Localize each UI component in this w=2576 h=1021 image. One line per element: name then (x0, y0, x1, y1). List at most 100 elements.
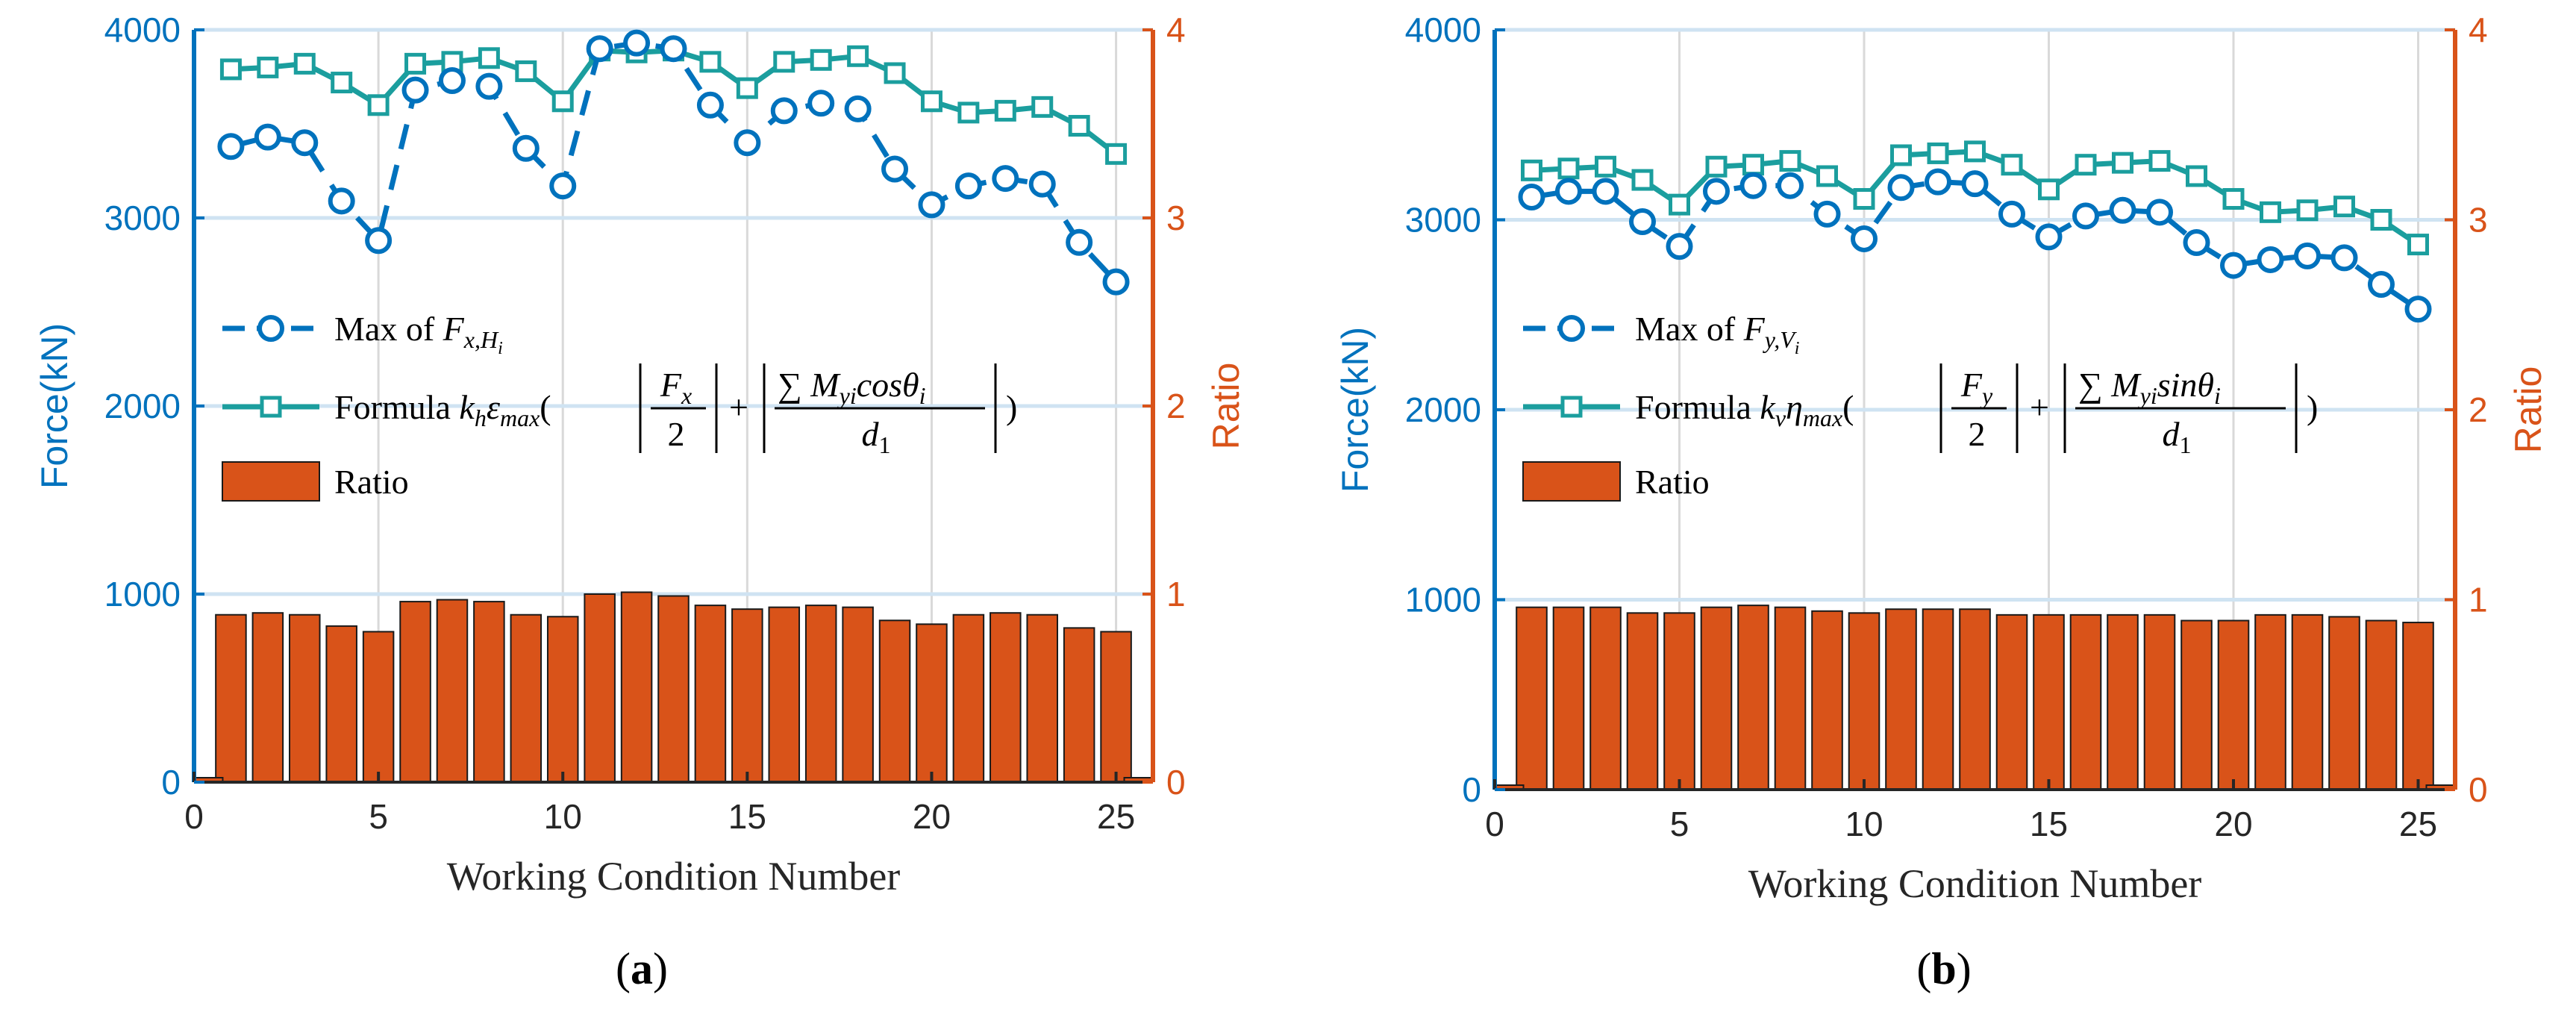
formula-marker (367, 94, 390, 116)
ratio-bar (2033, 613, 2065, 790)
max-marker (2368, 271, 2395, 299)
formula-marker (2186, 165, 2207, 187)
legend-ratio-swatch (1522, 461, 1621, 502)
formula-marker (219, 58, 242, 81)
max-marker (1555, 178, 1582, 205)
max-series (1518, 168, 2432, 323)
ratio-bar (620, 591, 653, 783)
max-marker (1851, 225, 1878, 252)
frac1-numerator: Fx (660, 366, 692, 409)
max-marker (1813, 200, 1841, 228)
y-right-tick-label: 1 (1166, 575, 1186, 613)
legend: Max of Fx,Hi Formula khεmax(Fx 2 + ∑ Myicosθ… (222, 310, 1017, 502)
y-left-tick-label: 4000 (104, 10, 181, 49)
ratio-bar (1663, 612, 1695, 790)
max-marker (992, 165, 1019, 193)
max-marker (254, 123, 281, 151)
legend-formula-prefix: Formula khεmax( (334, 388, 551, 431)
ratio-bars (1495, 605, 2454, 791)
formula-marker (994, 99, 1016, 122)
max-marker (2035, 223, 2063, 251)
max-marker (1102, 268, 1130, 296)
frac1-numerator: Fy (1960, 366, 1993, 409)
max-marker (2183, 229, 2210, 257)
formula-marker (2001, 154, 2023, 176)
ratio-bar (2254, 613, 2286, 790)
formula-marker (257, 56, 279, 78)
max-marker (807, 90, 835, 117)
ratio-bar (289, 613, 321, 783)
formula-marker (1068, 115, 1090, 137)
max-marker (1066, 228, 1093, 256)
max-series (217, 29, 1130, 296)
formula-marker (1557, 157, 1580, 180)
max-marker (1887, 174, 1915, 202)
y-right-tick-label: 4 (1166, 10, 1186, 49)
ratio-bar (1700, 606, 1733, 790)
x-tick-label: 25 (1097, 797, 1135, 836)
max-marker (2220, 252, 2247, 279)
y-right-tick-label: 3 (2469, 201, 2488, 240)
formula-marker (2075, 154, 2097, 176)
ratio-bar (2180, 619, 2213, 790)
max-marker (291, 129, 319, 157)
y-right-tick-label: 3 (1166, 199, 1186, 237)
frac1-denominator: 2 (1969, 415, 1986, 453)
ratio-bar (2107, 613, 2139, 790)
formula-marker (1927, 142, 1949, 164)
max-marker (954, 172, 982, 200)
x-tick-label: 20 (2214, 805, 2252, 843)
x-tick-label: 5 (1670, 805, 1689, 843)
formula-marker (957, 102, 980, 124)
formula-marker (1890, 144, 1912, 166)
close-paren: ) (2307, 388, 2318, 426)
formula-marker (1964, 140, 1986, 163)
formula-marker (1031, 96, 1054, 118)
formula-marker (2370, 209, 2392, 231)
formula-marker (847, 45, 869, 67)
formula-marker (2333, 196, 2355, 218)
chart-panel-b: 0 5 10 15 20 25 0 1000 2000 3000 4000 0 1 2 3 4 Force(kN… (1334, 10, 2549, 993)
formula-marker (1853, 188, 1875, 210)
formula-marker (2112, 152, 2133, 174)
x-tick-label: 10 (544, 797, 582, 836)
ratio-bar (1885, 608, 1917, 790)
formula-marker (2222, 188, 2245, 210)
ratio-bar (2217, 619, 2250, 790)
formula-line (1531, 149, 2420, 247)
max-marker (512, 134, 540, 162)
max-marker (696, 91, 724, 119)
frac2-denominator: d1 (862, 415, 891, 458)
ratio-bar (1995, 613, 2028, 790)
ratio-bar (694, 605, 727, 783)
max-marker (770, 97, 798, 125)
y-left-label: Force(kN) (1334, 327, 1376, 493)
ratio-bar (952, 613, 985, 783)
max-marker (1777, 172, 1804, 199)
y-right-tick-label: 2 (2469, 390, 2488, 429)
subfigure-label: (a) (616, 944, 668, 993)
x-tick-label: 20 (913, 797, 951, 836)
max-marker (1961, 170, 1989, 198)
max-marker (1666, 233, 1693, 260)
ratio-bar (2291, 613, 2324, 790)
axes: 0 5 10 15 20 25 0 1000 2000 3000 4000 0 1 2 3 4 Force(kN… (1334, 10, 2549, 906)
max-marker (660, 35, 687, 63)
ratio-bar (1774, 606, 1807, 790)
max-marker (1703, 178, 1730, 205)
y-right-tick-label: 0 (2469, 770, 2488, 809)
max-marker (1592, 178, 1619, 205)
ratio-bar (325, 625, 357, 784)
legend-ratio-label: Ratio (1635, 463, 1710, 501)
x-tick-label: 25 (2399, 805, 2437, 843)
legend-max-label: Max of Fy,Vi (1635, 310, 1799, 358)
formula-marker (1705, 155, 1728, 178)
y-right-tick-label: 4 (2469, 10, 2488, 49)
formula-marker (884, 62, 906, 84)
max-marker (475, 72, 503, 100)
ratio-bar (1063, 627, 1095, 783)
y-left-tick-label: 1000 (1405, 581, 1481, 619)
formula-marker (404, 52, 427, 75)
formula-marker (551, 90, 574, 113)
